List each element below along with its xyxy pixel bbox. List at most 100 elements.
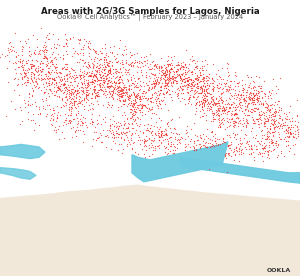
Point — [267, 136, 272, 141]
Point — [224, 81, 229, 85]
Point — [113, 76, 118, 80]
Point — [137, 61, 142, 65]
Point — [64, 75, 69, 80]
Point — [135, 138, 140, 143]
Point — [53, 81, 58, 85]
Point — [249, 146, 254, 151]
Point — [48, 118, 53, 123]
Point — [68, 119, 73, 123]
Point — [161, 73, 166, 77]
Point — [221, 81, 226, 86]
Point — [133, 98, 138, 102]
Point — [226, 73, 231, 78]
Point — [191, 139, 196, 143]
Point — [79, 81, 84, 86]
Point — [186, 90, 191, 95]
Point — [92, 93, 97, 98]
Point — [96, 94, 101, 99]
Point — [83, 100, 88, 105]
Point — [249, 93, 254, 97]
Point — [215, 125, 220, 129]
Point — [232, 147, 236, 151]
Point — [102, 88, 107, 93]
Point — [199, 99, 203, 103]
Point — [238, 105, 242, 109]
Point — [232, 108, 237, 113]
Point — [166, 151, 171, 155]
Point — [234, 145, 239, 149]
Point — [100, 70, 104, 74]
Point — [108, 84, 112, 89]
Point — [218, 122, 222, 126]
Point — [202, 88, 206, 93]
Point — [132, 140, 136, 144]
Point — [72, 68, 76, 72]
Point — [59, 67, 64, 71]
Point — [244, 103, 249, 108]
Point — [195, 134, 200, 139]
Point — [46, 76, 51, 81]
Point — [26, 58, 30, 62]
Point — [85, 92, 90, 97]
Point — [232, 135, 236, 139]
Point — [214, 101, 219, 106]
Point — [174, 87, 179, 91]
Point — [166, 124, 170, 129]
Point — [262, 137, 267, 141]
Point — [248, 81, 252, 85]
Point — [248, 144, 253, 148]
Point — [144, 75, 148, 79]
Point — [208, 107, 213, 111]
Point — [146, 121, 150, 126]
Point — [239, 147, 244, 152]
Point — [159, 84, 164, 88]
Point — [66, 88, 71, 92]
Point — [118, 88, 123, 92]
Point — [113, 69, 118, 73]
Point — [135, 102, 140, 107]
Point — [250, 110, 255, 115]
Point — [266, 116, 270, 121]
Point — [113, 84, 118, 89]
Point — [187, 76, 192, 81]
Point — [59, 82, 64, 86]
Point — [271, 118, 276, 123]
Point — [47, 86, 52, 91]
Point — [167, 77, 172, 82]
Point — [119, 80, 124, 85]
Point — [121, 98, 126, 103]
Point — [144, 90, 149, 95]
Point — [158, 98, 163, 102]
Point — [254, 100, 259, 105]
Point — [123, 60, 128, 65]
Point — [226, 88, 231, 92]
Point — [135, 51, 140, 55]
Point — [11, 61, 15, 65]
Point — [250, 91, 255, 95]
Point — [195, 94, 200, 98]
Point — [226, 109, 231, 113]
Point — [182, 74, 187, 79]
Point — [284, 112, 289, 116]
Point — [176, 63, 181, 68]
Point — [76, 119, 81, 123]
Point — [215, 83, 220, 87]
Point — [143, 63, 148, 68]
Point — [120, 60, 124, 64]
Point — [182, 76, 187, 81]
Point — [61, 103, 66, 107]
Point — [13, 31, 18, 36]
Point — [44, 56, 49, 61]
Point — [136, 123, 141, 128]
Point — [185, 142, 190, 146]
Point — [166, 69, 171, 73]
Point — [41, 76, 46, 81]
Point — [149, 116, 154, 121]
Point — [53, 83, 58, 87]
Point — [40, 67, 45, 71]
Point — [85, 62, 90, 67]
Point — [254, 97, 259, 102]
Point — [150, 94, 155, 99]
Point — [182, 64, 187, 69]
Point — [239, 128, 244, 132]
